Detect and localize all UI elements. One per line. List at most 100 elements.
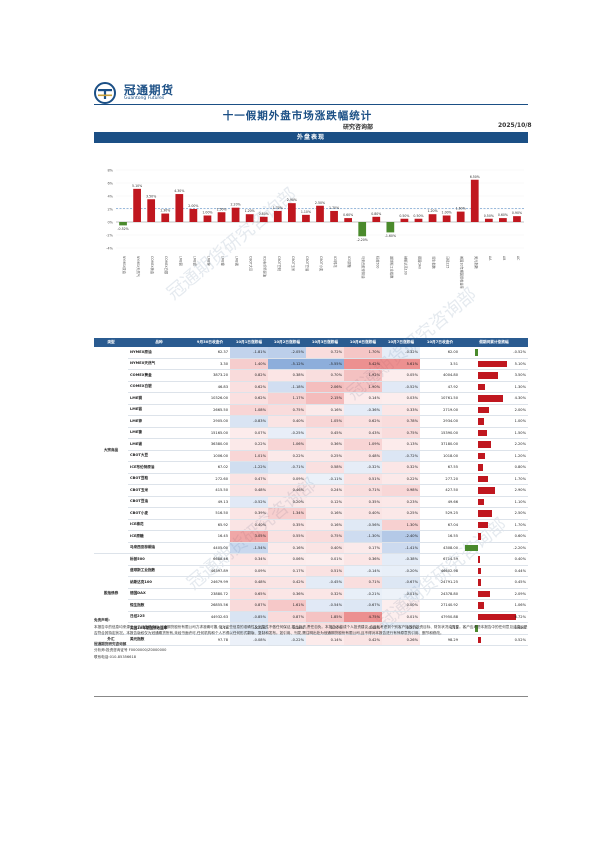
cell-total: 1.30%	[460, 381, 528, 393]
cell-close1: 24791.25	[420, 576, 460, 589]
report-date: 2025/10/8	[498, 122, 532, 129]
cell-d7: 5.61%	[382, 358, 420, 370]
cell-d2: 0.87%	[268, 611, 306, 623]
total-value: 2.50%	[514, 511, 526, 515]
cell-d1: 0.22%	[230, 438, 268, 451]
y-tick-label: -4%	[106, 247, 113, 251]
table-row: 道琼斯工业指数 46397.89 0.09% 0.17% 0.51% -0.14% -0.2…	[94, 565, 528, 577]
cell-d1: 0.07%	[230, 427, 268, 439]
category-label: NYMEX原油	[122, 256, 127, 274]
total-value: 0.40%	[514, 557, 526, 561]
cell-d6: -0.21%	[344, 588, 382, 600]
total-bar	[478, 395, 503, 402]
total-bar	[478, 567, 481, 574]
cell-total: -0.52%	[460, 347, 528, 359]
cell-d2: 0.55%	[268, 530, 306, 543]
cell-total: 4.30%	[460, 392, 528, 405]
cell-d3: 0.16%	[306, 507, 344, 520]
cell-d6: 0.14%	[344, 392, 382, 405]
y-tick-label: 8%	[107, 169, 113, 173]
cell-close1: 2719.00	[420, 404, 460, 416]
bar-value-label: 0.50%	[484, 214, 494, 218]
header-rule	[94, 104, 528, 105]
cell-name: 道琼斯工业指数	[128, 565, 190, 577]
cell-d6: -0.14%	[344, 565, 382, 577]
cell-name: LME铝	[128, 404, 190, 416]
total-value: 1.70%	[514, 522, 526, 527]
cell-d1: -0.85%	[230, 611, 268, 623]
cell-name: 日经225	[128, 611, 190, 623]
cell-close1: 24378.80	[420, 588, 460, 600]
cell-close0: 4405.00	[190, 542, 230, 554]
column-header: 10月2日涨跌幅	[268, 338, 306, 347]
cell-d7: 0.32%	[382, 461, 420, 474]
total-bar	[478, 464, 483, 471]
cell-close1: 62.00	[420, 347, 460, 359]
category-label: LME镍	[221, 256, 226, 267]
cell-d6: -0.56%	[344, 519, 382, 531]
cell-d7: 0.03%	[382, 392, 420, 405]
table-row: 恒生指数 26855.56 0.87% 1.61% -0.54% -0.67% 0.00% 2…	[94, 599, 528, 612]
bar-value-label: 3.50%	[146, 194, 156, 198]
bar	[316, 205, 324, 222]
table-row: CBOT玉米 415.50 0.48% 0.46% 0.24% 0.71% 0.98% 427…	[94, 484, 528, 497]
cell-d2: 0.36%	[268, 588, 306, 600]
cell-d2: 0.22%	[268, 450, 306, 462]
bar	[175, 194, 184, 222]
cell-close0: 516.50	[190, 507, 230, 520]
cell-close1: 15390.00	[420, 427, 460, 439]
total-value: 2.00%	[514, 407, 526, 412]
cell-close0: 62.37	[190, 347, 230, 359]
cell-total: 2.20%	[460, 438, 528, 451]
cell-name: COMEX白银	[128, 381, 190, 393]
total-value: 3.50%	[514, 373, 526, 377]
total-bar	[475, 349, 478, 356]
bar-value-label: 0.80%	[259, 212, 269, 216]
total-value: 2.90%	[514, 488, 526, 492]
bar	[358, 222, 367, 237]
cell-d6: 0.40%	[344, 507, 382, 520]
cell-d7: -0.32%	[382, 347, 420, 359]
cell-d3: 0.01%	[306, 553, 344, 566]
cell-total: 0.40%	[460, 553, 528, 566]
y-tick-label: 4%	[107, 195, 113, 199]
cell-d1: -0.52%	[230, 496, 268, 508]
bar	[499, 218, 507, 222]
bar-value-label: 2.50%	[315, 201, 325, 205]
footer-rule	[94, 696, 528, 697]
bar	[161, 213, 170, 222]
cell-total: 2.00%	[460, 404, 528, 416]
total-bar	[478, 636, 481, 643]
cell-d6: 1.92%	[344, 369, 382, 382]
category-label: AB	[502, 256, 506, 260]
cell-d1: -1.22%	[230, 461, 268, 474]
cell-close0: 6688.46	[190, 553, 230, 566]
cell-name: 标普500	[128, 553, 190, 566]
category-label: ICE棉花	[333, 256, 338, 268]
column-header: 9月30日收盘价	[190, 338, 230, 347]
total-bar	[478, 533, 482, 540]
bar-value-label: -0.52%	[117, 227, 128, 231]
category-label: 道琼斯工业指数	[389, 256, 394, 279]
cell-name: CBOT小麦	[128, 507, 190, 520]
cell-d3: 0.16%	[306, 404, 344, 416]
total-bar	[478, 613, 517, 620]
bar	[287, 203, 296, 222]
cell-d3: 0.72%	[306, 347, 344, 359]
cell-close1: 27140.92	[420, 599, 460, 612]
cell-d7: -0.20%	[382, 565, 420, 577]
cell-d2: 0.17%	[268, 565, 306, 577]
cell-d6: -0.67%	[344, 599, 382, 612]
cell-d6: 1.90%	[344, 381, 382, 393]
category-label: 标普500	[375, 256, 380, 268]
cell-total: 0.44%	[460, 565, 528, 577]
cell-close1: 6714.59	[420, 553, 460, 566]
cell-close1: 4004.80	[420, 369, 460, 382]
cell-total: 1.70%	[460, 519, 528, 531]
cell-d7: 0.75%	[382, 427, 420, 439]
total-value: 0.60%	[514, 534, 526, 538]
cell-close1: 46602.98	[420, 565, 460, 577]
cell-d2: 1.17%	[268, 392, 306, 405]
cell-close1: 4.13	[420, 622, 460, 635]
group-label: 股指债券	[94, 553, 128, 635]
